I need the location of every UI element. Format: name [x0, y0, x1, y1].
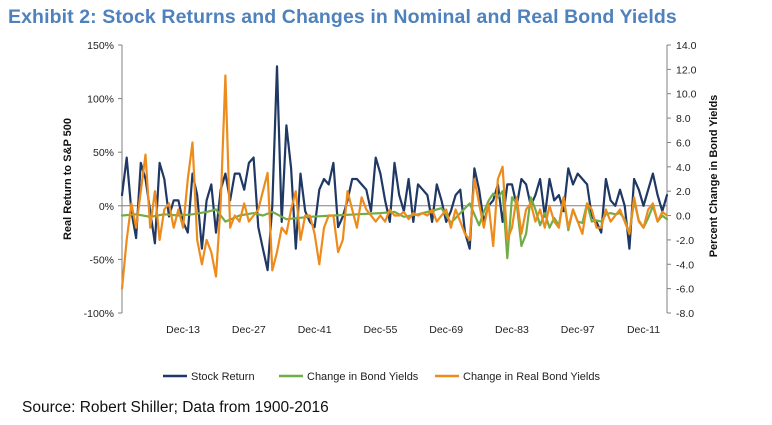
legend-label: Change in Real Bond Yields	[463, 371, 600, 383]
left-tick-label: -100%	[84, 308, 114, 320]
left-tick-label: 150%	[87, 40, 114, 52]
x-tick-label: Dec-83	[495, 324, 529, 336]
right-tick-label: 14.0	[676, 40, 697, 52]
x-tick-label: Dec-97	[561, 324, 595, 336]
right-tick-label: 12.0	[676, 64, 697, 76]
x-tick-label: Dec-27	[232, 324, 266, 336]
left-axis-title: Real Return to S&P 500	[62, 118, 74, 240]
right-tick-label: 6.0	[676, 137, 691, 149]
left-tick-label: 50%	[93, 147, 114, 159]
right-axis-title: Percent Change in Bond Yields	[708, 95, 720, 258]
right-tick-label: 4.0	[676, 162, 691, 174]
chart-title: Exhibit 2: Stock Returns and Changes in …	[8, 6, 677, 28]
right-tick-label: -2.0	[676, 235, 694, 247]
tick-labels: 150% 100% 50% 0% -50% -100% 14.0 12.0 10.0 8.0 6.0…	[62, 40, 720, 336]
left-tick-label: 100%	[87, 94, 114, 106]
right-tick-label: -4.0	[676, 259, 694, 271]
legend-label: Stock Return	[191, 371, 255, 383]
series-line-3	[120, 74, 669, 290]
series-layer	[120, 65, 669, 290]
x-tick-label: Dec-11	[627, 324, 660, 336]
chart-axes	[118, 44, 671, 314]
x-tick-label: Dec-13	[166, 324, 200, 336]
left-tick-label: 0%	[99, 201, 114, 213]
right-tick-label: 0.0	[676, 211, 691, 223]
legend-label: Change in Bond Yields	[307, 371, 419, 383]
right-tick-label: 2.0	[676, 186, 691, 198]
right-tick-label: 10.0	[676, 89, 697, 101]
right-tick-label: -8.0	[676, 308, 694, 320]
right-tick-label: -6.0	[676, 284, 694, 296]
left-tick-label: -50%	[89, 254, 114, 266]
x-tick-label: Dec-55	[363, 324, 397, 336]
source-note: Source: Robert Shiller; Data from 1900-2…	[22, 399, 329, 416]
x-tick-label: Dec-41	[298, 324, 332, 336]
right-tick-label: 8.0	[676, 113, 691, 125]
x-tick-label: Dec-69	[429, 324, 463, 336]
legend: Stock Return Change in Bond Yields Change …	[163, 371, 600, 383]
series-line-1	[120, 65, 669, 272]
